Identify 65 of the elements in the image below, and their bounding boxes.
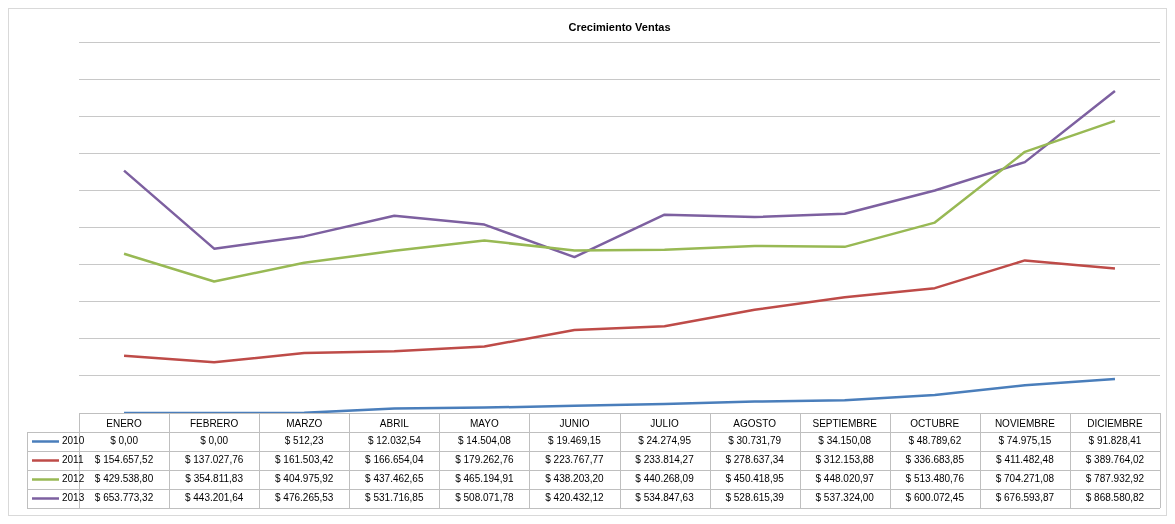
data-label: $ 653.773,32 (94, 492, 154, 504)
data-label: $ 868.580,82 (1085, 492, 1145, 504)
x-tick-label: OCTUBRE (910, 417, 960, 429)
legend-label: 2011 (62, 454, 84, 466)
data-label: $ 0,00 (200, 435, 229, 447)
data-label: $ 312.153,88 (815, 454, 875, 466)
data-label: $ 179.262,76 (455, 454, 515, 466)
x-tick-label: ABRIL (379, 417, 410, 429)
legend-label: 2013 (62, 492, 85, 504)
data-label: $ 537.324,00 (815, 492, 875, 504)
data-label: $ 404.975,92 (275, 473, 334, 485)
data-label: $ 512,23 (284, 435, 325, 447)
data-label: $ 411.482,48 (996, 454, 1055, 466)
legend-label: 2010 (62, 435, 85, 447)
data-label: $ 437.462,65 (365, 473, 424, 485)
data-label: $ 534.847,63 (635, 492, 695, 504)
data-label: $ 34.150,08 (818, 435, 872, 447)
data-label: $ 513.480,76 (905, 473, 965, 485)
data-label: $ 223.767,77 (545, 454, 605, 466)
x-tick-label: NOVIEMBRE (994, 417, 1056, 429)
chart-title: Crecimiento Ventas (568, 20, 671, 33)
x-tick-label: JULIO (650, 417, 679, 429)
data-label: $ 787.932,92 (1085, 473, 1145, 485)
data-label: $ 0,00 (110, 435, 139, 447)
data-label: $ 336.683,85 (905, 454, 965, 466)
data-label: $ 440.268,09 (635, 473, 695, 485)
data-label: $ 531.716,85 (365, 492, 424, 504)
data-label: $ 12.032,54 (367, 435, 422, 447)
x-tick-label: SEPTIEMBRE (812, 417, 878, 429)
x-tick-label: ENERO (106, 417, 143, 429)
data-label: $ 438.203,20 (545, 473, 605, 485)
data-label: $ 389.764,02 (1085, 454, 1145, 466)
data-label: $ 443.201,64 (184, 492, 244, 504)
data-label: $ 354.811,83 (185, 473, 244, 485)
legend-label: 2012 (62, 473, 85, 485)
data-label: $ 278.637,34 (725, 454, 785, 466)
data-label: $ 154.657,52 (94, 454, 154, 466)
data-label: $ 676.593,87 (995, 492, 1055, 504)
data-label: $ 137.027,76 (184, 454, 244, 466)
data-label: $ 19.469,15 (548, 435, 602, 447)
data-label: $ 161.503,42 (275, 454, 334, 466)
x-tick-label: MARZO (286, 417, 323, 429)
data-label: $ 600.072,45 (905, 492, 965, 504)
x-tick-label: AGOSTO (733, 417, 777, 429)
data-label: $ 48.789,62 (908, 435, 962, 447)
data-label: $ 166.654,04 (365, 454, 424, 466)
data-label: $ 429.538,80 (94, 473, 154, 485)
x-tick-label: FEBRERO (189, 417, 239, 429)
data-label: $ 74.975,15 (998, 435, 1052, 447)
data-label: $ 476.265,53 (275, 492, 334, 504)
data-label: $ 465.194,91 (455, 473, 515, 485)
x-tick-label: JUNIO (559, 417, 590, 429)
data-label: $ 448.020,97 (815, 473, 875, 485)
data-label: $ 528.615,39 (725, 492, 785, 504)
x-tick-label: DICIEMBRE (1087, 417, 1144, 429)
data-label: $ 233.814,27 (635, 454, 695, 466)
data-label: $ 24.274,95 (638, 435, 692, 447)
data-label: $ 30.731,79 (728, 435, 782, 447)
data-label: $ 14.504,08 (457, 435, 512, 447)
data-label: $ 420.432,12 (545, 492, 605, 504)
data-label: $ 508.071,78 (455, 492, 515, 504)
x-tick-label: MAYO (470, 417, 499, 429)
data-label: $ 91.828,41 (1088, 435, 1142, 447)
data-label: $ 704.271,08 (995, 473, 1055, 485)
data-label: $ 450.418,95 (725, 473, 785, 485)
